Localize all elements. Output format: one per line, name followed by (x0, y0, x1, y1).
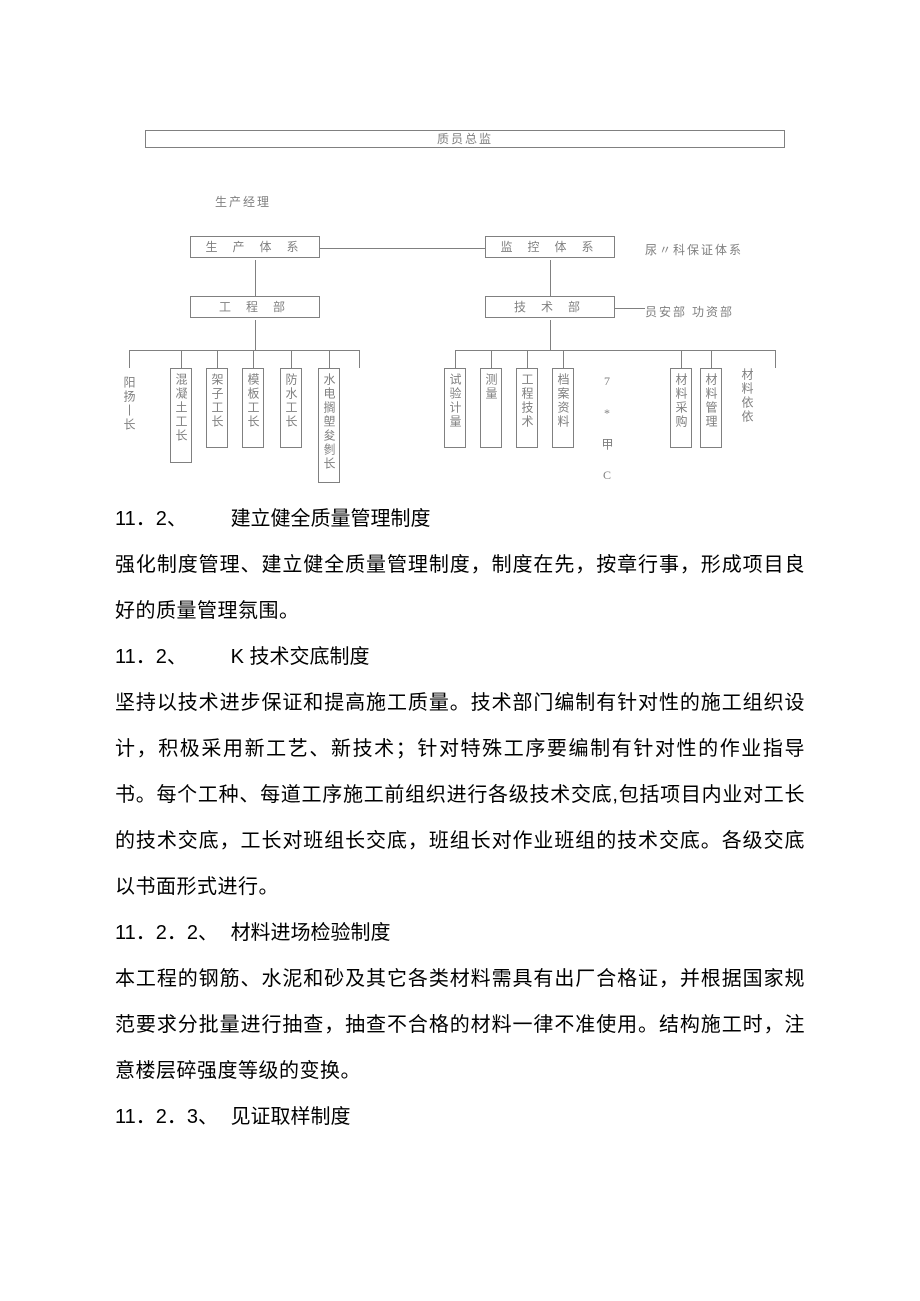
box-prod-system: 生 产 体 系 (190, 236, 320, 258)
line (681, 350, 682, 368)
label-right-system: 尿〃科保证体系 (645, 244, 743, 256)
vtext-mid-free: 7 * 甲 C (601, 374, 613, 484)
heading-title: K 技术交底制度 (231, 646, 370, 668)
heading-11-2: 11．2、 建立健全质量管理制度 (115, 496, 805, 542)
vbox-engtech: 工程技术 (516, 368, 538, 448)
line (217, 350, 218, 368)
line (711, 350, 712, 368)
heading-11-2-k: 11．2、 K 技术交底制度 (115, 634, 805, 680)
line (181, 350, 182, 368)
paragraph-2: 坚持以技术进步保证和提高施工质量。技术部门编制有针对性的施工组织设计，积极采用新… (115, 680, 805, 910)
heading-title: 材料进场检验制度 (231, 922, 391, 944)
line (255, 260, 256, 296)
line (359, 350, 360, 368)
vbox-waterproof: 防水工长 (280, 368, 302, 448)
line (527, 350, 528, 368)
line (550, 320, 551, 350)
heading-num: 11．2、 (115, 634, 225, 680)
org-diagram: 生产经理 尿〃科保证体系 员安部 功资部 生 产 体 系 监 控 体 系 工 程… (115, 196, 805, 496)
vbox-concrete: 混凝土工长 (170, 368, 192, 463)
line (320, 248, 485, 249)
box-tech-dept: 技 术 部 (485, 296, 615, 318)
heading-title: 见证取样制度 (231, 1106, 351, 1128)
vbox-matmgmt: 材料管理 (700, 368, 722, 448)
vbox-archive: 档案资料 (552, 368, 574, 448)
line (550, 260, 551, 296)
paragraph-3: 本工程的钢筋、水泥和砂及其它各类材料需具有出厂合格证，并根据国家规范要求分批量进… (115, 956, 805, 1094)
vbox-mep: 水电搁塱夋剼长 (318, 368, 340, 483)
heading-11-2-3: 11．2．3、 见证取样制度 (115, 1094, 805, 1140)
line (455, 350, 456, 368)
line (291, 350, 292, 368)
heading-num: 11．2、 (115, 496, 225, 542)
top-header-bar: 质员总监 (145, 130, 785, 148)
line (775, 350, 776, 368)
line (129, 350, 359, 351)
vtext-right-free: 材料依依 (741, 368, 753, 424)
line (329, 350, 330, 368)
vbox-formwork: 模板工长 (242, 368, 264, 448)
box-monitor-system: 监 控 体 系 (485, 236, 615, 258)
vbox-procure: 材料采购 (670, 368, 692, 448)
vbox-test: 试验计量 (444, 368, 466, 448)
line (615, 308, 645, 309)
line (255, 320, 256, 350)
box-eng-dept: 工 程 部 (190, 296, 320, 318)
line (455, 350, 775, 351)
line (563, 350, 564, 368)
label-right-dept: 员安部 功资部 (645, 306, 734, 318)
vbox-survey: 测量 (480, 368, 502, 448)
heading-11-2-2: 11．2．2、 材料进场检验制度 (115, 910, 805, 956)
label-manager: 生产经理 (215, 196, 271, 208)
line (253, 350, 254, 368)
paragraph-1: 强化制度管理、建立健全质量管理制度，制度在先，按章行事，形成项目良好的质量管理氛… (115, 542, 805, 634)
vbox-scaffold: 架子工长 (206, 368, 228, 448)
line (491, 350, 492, 368)
heading-num: 11．2．3、 (115, 1094, 225, 1140)
heading-num: 11．2．2、 (115, 910, 225, 956)
vtext-left-free: 阳扬丨长 (123, 376, 135, 432)
heading-title: 建立健全质量管理制度 (231, 508, 431, 530)
line (129, 350, 130, 368)
